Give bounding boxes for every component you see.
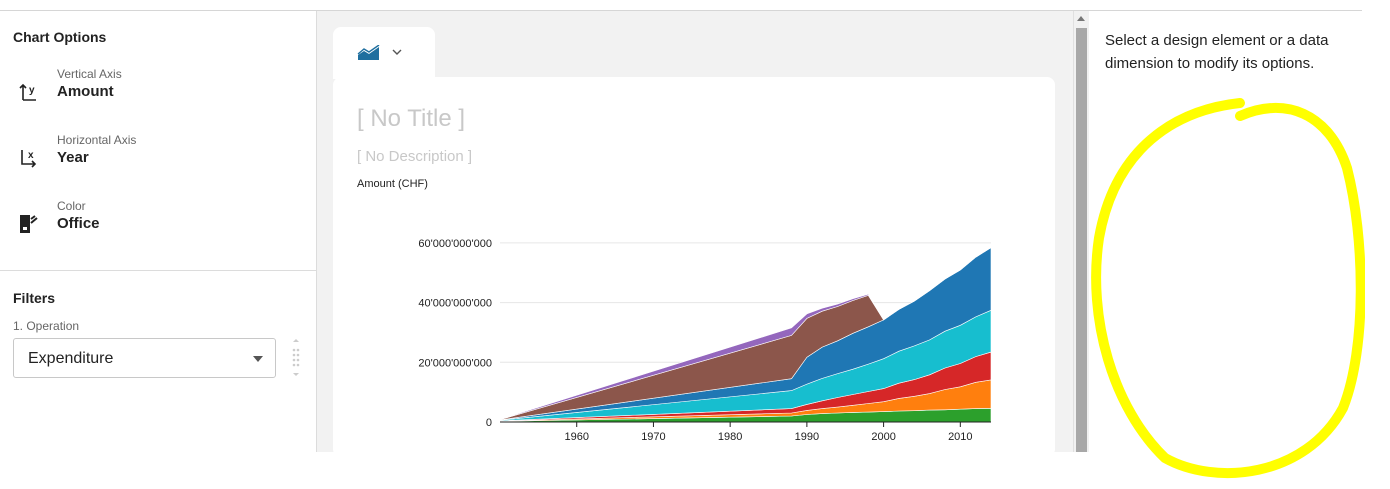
filters-heading: Filters <box>13 290 56 306</box>
vertical-axis-label: Vertical Axis <box>57 67 122 81</box>
highlight-annotation <box>1091 98 1365 478</box>
operation-filter-label: 1. Operation <box>13 319 80 333</box>
chevron-down-icon <box>253 356 263 362</box>
y-axis-title: Amount (CHF) <box>357 178 428 190</box>
chart-card: [ No Title ] [ No Description ] Amount (… <box>333 77 1055 457</box>
left-panel: Chart Options y Vertical Axis Amount x H… <box>0 11 317 452</box>
x-tick-label: 1960 <box>564 431 588 443</box>
selection-hint: Select a design element or a data dimens… <box>1105 32 1329 72</box>
area-chart-icon <box>357 45 380 60</box>
x-axis-icon: x <box>21 150 37 168</box>
top-border <box>0 10 1362 11</box>
svg-text:x: x <box>28 150 34 161</box>
chart-title-placeholder[interactable]: [ No Title ] <box>357 105 466 132</box>
scrollbar-thumb[interactable] <box>1076 28 1087 452</box>
color-option[interactable]: Color Office <box>0 199 316 251</box>
color-value: Office <box>57 215 100 232</box>
chevron-down-icon <box>392 49 402 55</box>
chart-editor-area: [ No Title ] [ No Description ] Amount (… <box>317 11 1073 457</box>
horizontal-axis-option[interactable]: x Horizontal Axis Year <box>0 133 316 185</box>
color-label: Color <box>57 199 86 213</box>
area-series <box>499 247 992 420</box>
y-tick-label: 0 <box>486 417 492 429</box>
chart-description-placeholder[interactable]: [ No Description ] <box>357 148 473 165</box>
chart-type-tab[interactable] <box>333 27 435 79</box>
options-panel: Select a design element or a data dimens… <box>1089 11 1362 452</box>
operation-select[interactable]: Expenditure <box>13 338 276 378</box>
x-tick-label: 1990 <box>795 431 819 443</box>
scroll-up-arrow-icon[interactable] <box>1077 16 1085 21</box>
stacked-area-chart[interactable]: 0 20'000'000'000 40'000'000'000 60'000'000'… <box>333 77 1055 457</box>
y-tick-label: 20'000'000'000 <box>418 357 492 369</box>
x-tick-label: 2010 <box>948 431 972 443</box>
y-axis-icon: y <box>19 83 36 101</box>
vertical-scrollbar[interactable] <box>1073 11 1089 452</box>
y-tick-label: 60'000'000'000 <box>418 238 492 250</box>
color-palette-icon <box>20 215 38 233</box>
operation-select-value: Expenditure <box>28 350 114 367</box>
chart-options-heading: Chart Options <box>13 29 107 45</box>
svg-text:y: y <box>29 85 35 96</box>
horizontal-axis-value: Year <box>57 149 89 166</box>
drag-handle-icon[interactable] <box>290 338 302 378</box>
x-tick-label: 1980 <box>718 431 742 443</box>
vertical-axis-option[interactable]: y Vertical Axis Amount <box>0 67 316 119</box>
x-tick-label: 1970 <box>641 431 665 443</box>
vertical-axis-value: Amount <box>57 83 114 100</box>
horizontal-axis-label: Horizontal Axis <box>57 133 137 147</box>
y-tick-label: 40'000'000'000 <box>418 298 492 310</box>
x-tick-label: 2000 <box>871 431 895 443</box>
section-divider <box>0 270 316 271</box>
